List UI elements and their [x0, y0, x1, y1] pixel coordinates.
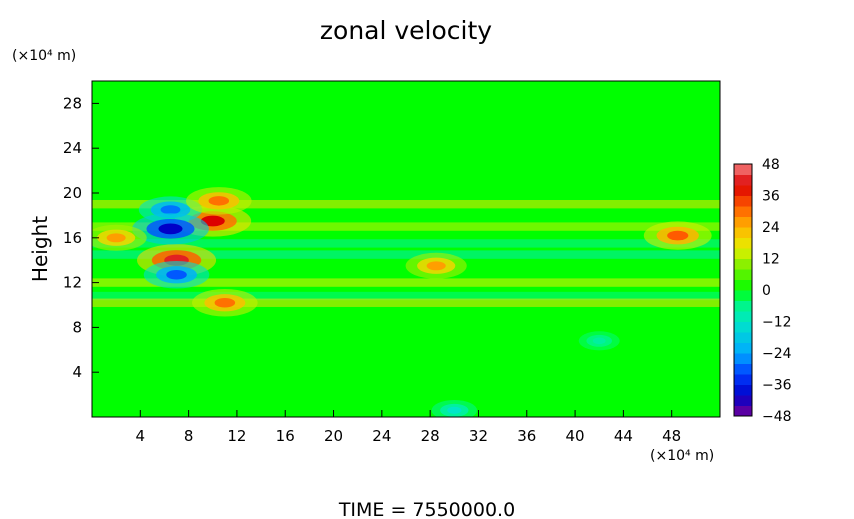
x-tick-label: 4 [136, 427, 146, 445]
colorbar-frame [733, 163, 753, 417]
field-band [92, 200, 720, 209]
colorbar-tick-label: 48 [762, 157, 780, 173]
colorbar-segment [734, 279, 752, 291]
colorbar-tick-label: 24 [762, 220, 780, 236]
y-tick-label: 8 [72, 318, 82, 336]
colorbar-segment [734, 405, 752, 417]
x-tick-label: 28 [421, 427, 440, 445]
field-feature-core [667, 230, 689, 241]
colorbar-tick-label: 0 [762, 283, 771, 299]
field-feature-core [106, 233, 126, 243]
colorbar-segment [734, 237, 752, 249]
colorbar-tick-label: −48 [762, 409, 792, 425]
chart-title: zonal velocity [320, 16, 492, 45]
field-band [92, 239, 720, 248]
colorbar-segment [734, 300, 752, 312]
colorbar-segment [734, 258, 752, 270]
field-feature-core [208, 196, 230, 206]
field-feature-core [447, 406, 462, 414]
colorbar-segment [734, 321, 752, 333]
field-feature-core [426, 261, 446, 271]
colorbar-segment [734, 248, 752, 259]
colorbar-segment [734, 342, 752, 354]
field-feature-core [160, 205, 181, 215]
x-tick-label: 32 [469, 427, 488, 445]
time-label: TIME = 7550000.0 [338, 499, 515, 519]
x-tick-label: 24 [372, 427, 391, 445]
plot-area [91, 80, 721, 418]
colorbar-tick-label: 12 [762, 252, 780, 268]
colorbar-segment [734, 384, 752, 396]
colorbar-segment [734, 185, 752, 196]
x-tick-label: 48 [662, 427, 681, 445]
colorbar-segment [734, 227, 752, 238]
x-tick-label: 16 [276, 427, 295, 445]
colorbar-segment [734, 216, 752, 228]
x-tick-label: 36 [517, 427, 536, 445]
y-tick-label: 16 [63, 229, 82, 247]
field-feature-core [214, 298, 236, 308]
x-tick-label: 44 [614, 427, 633, 445]
x-tick-label: 12 [227, 427, 246, 445]
y-unit-label: (×10⁴ m) [12, 48, 76, 64]
colorbar-segment [734, 206, 752, 217]
field-band [92, 278, 720, 287]
colorbar-segment [734, 353, 752, 364]
colorbar-segment [734, 363, 752, 375]
colorbar-tick-label: 36 [762, 189, 780, 205]
y-tick-label: 28 [63, 94, 82, 112]
x-unit-label: (×10⁴ m) [650, 448, 714, 464]
x-tick-label: 20 [324, 427, 343, 445]
colorbar-segment [734, 290, 752, 301]
field-feature-core [166, 270, 187, 280]
field-band [92, 298, 720, 307]
x-tick-label: 8 [184, 427, 194, 445]
field-band [92, 250, 720, 259]
colorbar-segment [734, 269, 752, 280]
colorbar-segment [734, 395, 752, 406]
colorbar-tick-label: −36 [762, 378, 792, 394]
y-axis-label: Height [28, 216, 52, 282]
colorbar-segment [734, 164, 752, 175]
x-tick-label: 40 [566, 427, 585, 445]
y-tick-label: 4 [72, 363, 82, 381]
y-tick-label: 20 [63, 184, 82, 202]
field-feature-core [592, 337, 606, 345]
y-axis: 4 8 12 16 20 24 28 [63, 94, 99, 381]
y-tick-label: 12 [63, 274, 82, 292]
colorbar-segment [734, 174, 752, 186]
colorbar-tick-label: −24 [762, 346, 792, 362]
colorbar-segment [734, 195, 752, 207]
x-axis: 4 8 12 16 20 24 28 32 36 40 44 48 [136, 410, 681, 445]
field-band [92, 222, 720, 231]
y-tick-label: 24 [63, 139, 82, 157]
colorbar-segment [734, 374, 752, 385]
plot-frame [91, 80, 721, 418]
field-feature-core [158, 223, 183, 235]
colorbar-tick-label: −12 [762, 315, 792, 331]
colorbar-segment [734, 311, 752, 322]
field-band [92, 291, 720, 301]
colorbar-segment [734, 332, 752, 343]
colorbar: 48 36 24 12 0 −12 −24 −36 −48 [733, 157, 792, 425]
velocity-field [92, 187, 720, 417]
